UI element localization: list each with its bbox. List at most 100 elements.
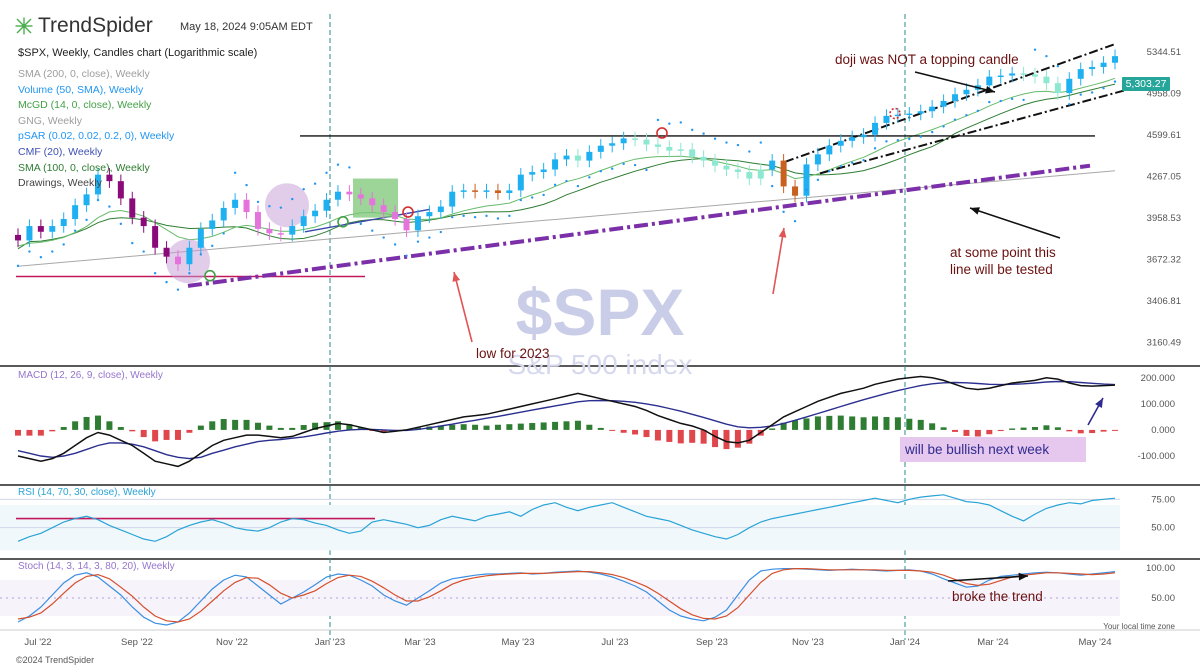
- macd-histogram-bar: [929, 423, 936, 430]
- annotation-arrow: [453, 271, 473, 343]
- macd-histogram-bar: [609, 429, 616, 431]
- candle-body: [997, 75, 1004, 78]
- macd-histogram-bar: [49, 429, 56, 432]
- psar-dot: [302, 188, 305, 191]
- psar-dot: [553, 183, 557, 187]
- macd-histogram-bar: [540, 422, 547, 430]
- chart-title: $SPX, Weekly, Candles chart (Logarithmic…: [18, 47, 258, 59]
- psar-dot: [211, 244, 214, 248]
- trendspider-logo: TrendSpider: [14, 14, 153, 38]
- macd-tick-label: 200.000: [1141, 373, 1175, 384]
- candle-body: [72, 205, 79, 220]
- macd-histogram-bar: [129, 429, 136, 432]
- psar-dot: [965, 114, 968, 117]
- candle-body: [609, 143, 616, 146]
- macd-histogram-bar: [517, 423, 524, 430]
- candle-body: [289, 226, 296, 235]
- candle-body: [472, 190, 479, 192]
- candle-body: [232, 199, 239, 208]
- candle-body: [197, 228, 204, 248]
- psar-dot: [725, 141, 728, 144]
- candle-body: [769, 160, 776, 170]
- macd-histogram-bar: [60, 427, 67, 430]
- candle-body: [574, 155, 581, 161]
- indicator-item[interactable]: Drawings, Weekly: [18, 177, 102, 190]
- indicator-item[interactable]: McGD (14, 0, close), Weekly: [18, 99, 152, 112]
- psar-dot: [622, 162, 625, 166]
- macd-histogram-bar: [152, 429, 159, 442]
- candle-body: [906, 113, 913, 116]
- trendspider-logo-icon: [15, 17, 33, 35]
- psar-dot: [348, 166, 351, 169]
- psar-dot: [371, 229, 374, 232]
- annotation-arrow: [947, 575, 1029, 582]
- macd-histogram-bar: [220, 419, 227, 430]
- psar-dot: [153, 272, 157, 275]
- candle-body: [334, 191, 341, 200]
- candle-body: [186, 247, 193, 265]
- psar-dot: [245, 183, 248, 187]
- psar-dot: [976, 109, 980, 113]
- psar-dot: [176, 288, 180, 291]
- psar-dot: [542, 193, 545, 197]
- candle-body: [883, 115, 890, 123]
- x-tick-label: Nov '23: [792, 637, 824, 648]
- psar-dot: [485, 214, 488, 218]
- psar-dot: [51, 250, 54, 253]
- macd-histogram-bar: [243, 419, 250, 430]
- psar-dot: [405, 254, 408, 257]
- x-tick-label: Jan '24: [890, 637, 920, 648]
- rsi-tick-label: 50.00: [1151, 523, 1175, 534]
- candle-body: [586, 151, 593, 161]
- candle-body: [220, 207, 227, 221]
- macd-histogram-bar: [506, 424, 513, 430]
- annotation-text: at some point this: [950, 245, 1056, 260]
- candle-body: [312, 210, 319, 217]
- macd-histogram-bar: [209, 421, 216, 430]
- candle-body: [277, 233, 284, 235]
- macd-histogram-bar: [37, 429, 44, 436]
- macd-histogram-bar: [72, 421, 79, 430]
- candle-body: [15, 234, 21, 241]
- psar-dot: [1079, 93, 1082, 96]
- psar-dot: [656, 118, 660, 122]
- psar-dot: [930, 130, 934, 134]
- macd-histogram-bar: [174, 429, 181, 440]
- copyright: ©2024 TrendSpider: [16, 655, 95, 665]
- macd-histogram-bar: [963, 429, 970, 436]
- candle-body: [814, 154, 821, 165]
- indicator-item[interactable]: CMF (20), Weekly: [18, 145, 103, 158]
- psar-dot: [142, 250, 145, 253]
- psar-dot: [165, 280, 168, 284]
- candle-body: [803, 164, 810, 196]
- indicator-item[interactable]: Volume (50, SMA), Weekly: [18, 83, 144, 96]
- candle-body: [1043, 76, 1050, 84]
- annotation-text: broke the trend: [952, 589, 1043, 604]
- candle-body: [654, 144, 661, 147]
- signal-circle: [889, 107, 901, 120]
- macd-histogram-bar: [117, 427, 124, 430]
- macd-histogram-bar: [700, 429, 707, 444]
- psar-dot: [1045, 54, 1048, 58]
- indicator-item[interactable]: SMA (100, 0, close), Weekly: [18, 161, 150, 174]
- macd-histogram-bar: [620, 429, 627, 433]
- indicator-item[interactable]: pSAR (0.02, 0.02, 0.2, 0), Weekly: [18, 130, 175, 143]
- macd-histogram-bar: [1009, 428, 1016, 430]
- macd-histogram-bar: [940, 427, 947, 430]
- rsi-line: [17, 494, 1116, 542]
- candle-body: [94, 174, 101, 195]
- macd-histogram-bar: [677, 429, 684, 444]
- candle-body: [1100, 62, 1107, 67]
- macd-histogram-bar: [232, 419, 239, 430]
- x-tick-label: Jul '22: [24, 637, 51, 648]
- macd-histogram-bar: [563, 421, 570, 430]
- candle-body: [346, 191, 353, 195]
- candle-body: [746, 172, 753, 179]
- indicator-item[interactable]: GNG, Weekly: [18, 114, 82, 127]
- indicator-item[interactable]: SMA (200, 0, close), Weekly: [18, 68, 150, 80]
- psar-dot: [862, 159, 865, 162]
- psar-dot: [873, 147, 877, 150]
- psar-dot: [473, 215, 477, 219]
- psar-dot: [885, 140, 888, 143]
